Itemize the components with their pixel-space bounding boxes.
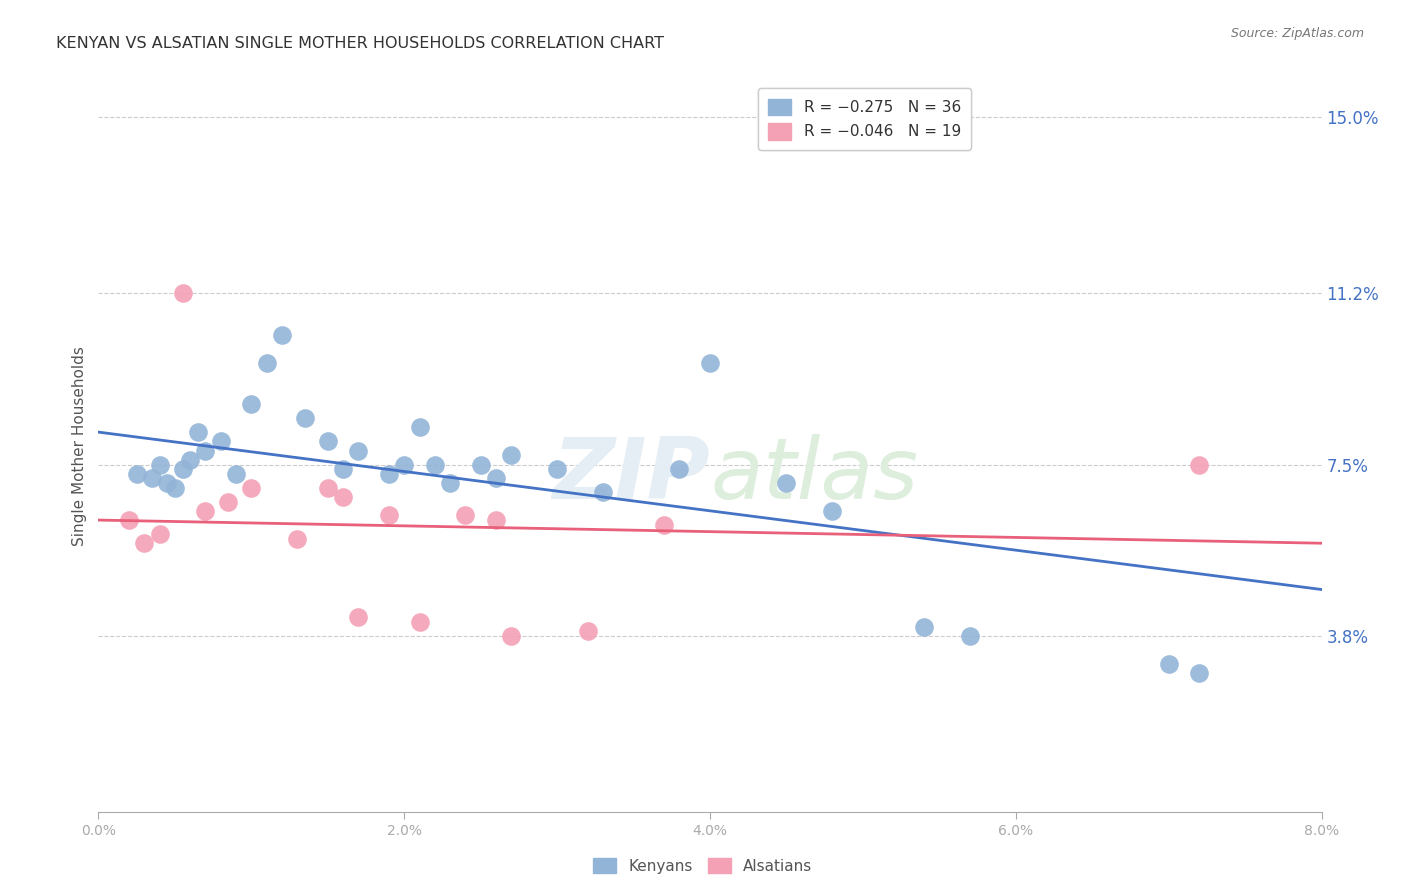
Point bbox=[699, 356, 721, 370]
Point bbox=[959, 629, 981, 643]
Point bbox=[408, 615, 430, 629]
Point bbox=[775, 476, 797, 491]
Point bbox=[485, 471, 508, 485]
Point bbox=[378, 508, 401, 523]
Point bbox=[821, 504, 844, 518]
Point bbox=[501, 448, 523, 462]
Point bbox=[576, 624, 599, 639]
Point bbox=[501, 629, 523, 643]
Point bbox=[1188, 458, 1211, 472]
Point bbox=[316, 481, 339, 495]
Point bbox=[125, 467, 148, 481]
Point bbox=[912, 619, 935, 633]
Point bbox=[439, 476, 461, 491]
Text: atlas: atlas bbox=[710, 434, 918, 516]
Point bbox=[652, 517, 675, 532]
Point bbox=[240, 397, 263, 411]
Point bbox=[149, 458, 172, 472]
Point bbox=[209, 434, 232, 449]
Text: ZIP: ZIP bbox=[553, 434, 710, 516]
Point bbox=[392, 458, 416, 472]
Point bbox=[332, 462, 354, 476]
Point bbox=[156, 476, 179, 491]
Point bbox=[1157, 657, 1180, 671]
Point bbox=[294, 411, 316, 425]
Point bbox=[118, 513, 141, 527]
Point bbox=[149, 527, 172, 541]
Point bbox=[194, 443, 217, 458]
Point bbox=[172, 286, 194, 301]
Point bbox=[454, 508, 477, 523]
Point bbox=[347, 610, 370, 624]
Point bbox=[240, 481, 263, 495]
Point bbox=[423, 458, 446, 472]
Point bbox=[546, 462, 568, 476]
Point bbox=[408, 420, 430, 434]
Point bbox=[256, 356, 278, 370]
Point bbox=[316, 434, 339, 449]
Point bbox=[187, 425, 209, 439]
Point bbox=[134, 536, 156, 550]
Point bbox=[270, 327, 294, 342]
Point bbox=[470, 458, 492, 472]
Point bbox=[1188, 665, 1211, 680]
Text: KENYAN VS ALSATIAN SINGLE MOTHER HOUSEHOLDS CORRELATION CHART: KENYAN VS ALSATIAN SINGLE MOTHER HOUSEHO… bbox=[56, 36, 664, 51]
Y-axis label: Single Mother Households: Single Mother Households bbox=[72, 346, 87, 546]
Point bbox=[332, 490, 354, 504]
Point bbox=[225, 467, 247, 481]
Point bbox=[179, 453, 201, 467]
Point bbox=[285, 532, 308, 546]
Point bbox=[163, 481, 186, 495]
Point bbox=[668, 462, 690, 476]
Point bbox=[172, 462, 194, 476]
Point bbox=[347, 443, 370, 458]
Point bbox=[141, 471, 163, 485]
Point bbox=[194, 504, 217, 518]
Point bbox=[485, 513, 508, 527]
Point bbox=[592, 485, 614, 500]
Legend: Kenyans, Alsatians: Kenyans, Alsatians bbox=[588, 852, 818, 880]
Legend: R = −0.275   N = 36, R = −0.046   N = 19: R = −0.275 N = 36, R = −0.046 N = 19 bbox=[758, 88, 972, 150]
Point bbox=[217, 494, 239, 508]
Text: Source: ZipAtlas.com: Source: ZipAtlas.com bbox=[1230, 27, 1364, 40]
Point bbox=[378, 467, 401, 481]
